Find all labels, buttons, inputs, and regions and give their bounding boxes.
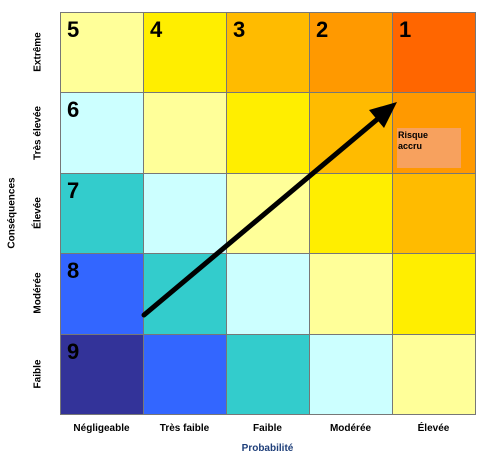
- matrix-cell: 4: [143, 12, 227, 94]
- consequence-label: Élevée: [32, 197, 44, 229]
- consequence-label: Très élevée: [32, 105, 44, 160]
- matrix-cell: [309, 92, 393, 174]
- matrix-cell: [143, 253, 227, 335]
- cell-number: 6: [67, 97, 80, 123]
- cell-number: 2: [316, 17, 329, 42]
- cell-number: 1: [399, 17, 412, 42]
- consequence-label: Modérée: [32, 272, 44, 314]
- matrix-cell: [226, 172, 310, 255]
- cell-number: 7: [67, 177, 80, 203]
- x-axis-title: Probabilité: [241, 443, 294, 454]
- matrix-cell: [392, 172, 476, 255]
- cell-number: 3: [233, 17, 246, 42]
- matrix-cell: 6: [60, 92, 144, 174]
- matrix-cell: 2: [309, 12, 393, 94]
- matrix-cell: 3: [226, 12, 310, 94]
- matrix-cell: 8: [60, 253, 144, 335]
- matrix-cell: [226, 333, 310, 415]
- risk-label-line-2: accru: [398, 141, 423, 151]
- matrix-cell: 1: [392, 12, 476, 94]
- matrix-cell: [309, 333, 393, 415]
- consequence-label: Extrême: [32, 32, 44, 72]
- risk-matrix: 5 4 3 2 1 6 7 8 9: [60, 12, 476, 415]
- consequence-label: Faible: [32, 359, 44, 389]
- cell-number: 5: [67, 17, 80, 42]
- matrix-cell: [226, 92, 310, 174]
- matrix-cell: [143, 333, 227, 415]
- y-axis-title: Conséquences: [6, 177, 18, 249]
- matrix-cell: [392, 253, 476, 335]
- matrix-cell: [309, 253, 393, 335]
- probability-label: Faible: [253, 423, 282, 434]
- matrix-cell: 9: [60, 333, 144, 415]
- cell-number: 9: [67, 338, 80, 364]
- matrix-cell: [226, 253, 310, 335]
- matrix-cell: [392, 333, 476, 415]
- cell-number: 4: [150, 17, 163, 42]
- matrix-cell: [143, 172, 227, 255]
- probability-label: Très faible: [159, 423, 210, 434]
- risk-label-line-1: Risque: [398, 130, 429, 140]
- probability-label: Négligeable: [73, 423, 130, 434]
- matrix-cell: [309, 172, 393, 255]
- matrix-cell: [143, 92, 227, 174]
- increased-risk-label: Risque accru: [397, 128, 461, 168]
- cell-number: 8: [67, 258, 80, 284]
- matrix-cell: 7: [60, 172, 144, 255]
- matrix-cell: 5: [60, 12, 144, 94]
- probability-label: Modérée: [329, 423, 372, 434]
- probability-label: Élevée: [417, 423, 450, 434]
